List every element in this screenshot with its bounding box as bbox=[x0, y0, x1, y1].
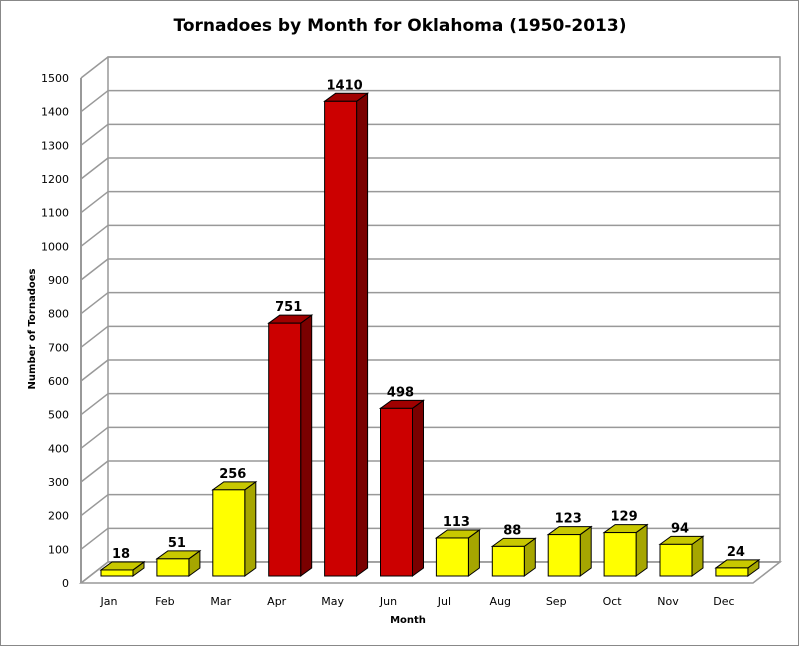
bar-jun: 498 bbox=[378, 385, 426, 577]
bar-jan: 18 bbox=[99, 547, 146, 577]
side-gridline bbox=[80, 393, 109, 416]
bar-front bbox=[156, 558, 190, 577]
x-tick-label: Aug bbox=[490, 595, 511, 608]
data-label: 123 bbox=[555, 512, 582, 527]
x-tick-label: Nov bbox=[657, 595, 679, 608]
bar-front bbox=[212, 489, 246, 577]
bar-front bbox=[324, 100, 358, 577]
y-tick-label: 300 bbox=[48, 476, 69, 489]
side-gridline bbox=[80, 527, 109, 550]
x-tick-label: Jan bbox=[100, 595, 118, 608]
side-gridline bbox=[80, 292, 109, 315]
side-gridline bbox=[80, 123, 109, 146]
bar-side bbox=[635, 523, 648, 577]
x-axis-label: Month bbox=[390, 615, 426, 626]
side-gridline bbox=[80, 561, 109, 584]
side-gridline bbox=[80, 325, 109, 348]
data-label: 51 bbox=[168, 536, 186, 551]
bar-front bbox=[603, 532, 637, 577]
y-tick-label: 600 bbox=[48, 375, 69, 388]
side-gridline bbox=[80, 224, 109, 247]
y-tick-label: 700 bbox=[48, 341, 69, 354]
bar-front bbox=[380, 407, 413, 577]
bar-front bbox=[715, 567, 749, 577]
y-tick-label: 100 bbox=[48, 543, 69, 556]
y-tick-label: 1000 bbox=[41, 240, 69, 253]
bar-aug: 88 bbox=[490, 523, 537, 577]
side-gridline bbox=[80, 494, 109, 517]
data-label: 498 bbox=[387, 385, 414, 400]
x-tick-label: May bbox=[321, 595, 344, 608]
side-gridline bbox=[80, 359, 109, 382]
bar-side bbox=[244, 480, 257, 577]
y-tick-label: 800 bbox=[48, 308, 69, 321]
x-tick-label: Jun bbox=[379, 595, 397, 608]
y-axis-label: Number of Tornadoes bbox=[27, 269, 38, 390]
x-tick-label: Mar bbox=[210, 595, 231, 608]
bar-jul: 113 bbox=[434, 515, 481, 577]
x-tick-label: Apr bbox=[267, 595, 287, 608]
data-label: 751 bbox=[275, 300, 302, 315]
y-tick-label: 500 bbox=[48, 409, 69, 422]
bar-nov: 94 bbox=[658, 521, 705, 577]
bar-oct: 129 bbox=[602, 510, 649, 577]
y-tick-label: 1200 bbox=[41, 173, 69, 186]
side-gridline bbox=[80, 258, 109, 281]
data-label: 129 bbox=[611, 510, 638, 525]
data-label: 18 bbox=[112, 547, 130, 562]
chart-title: Tornadoes by Month for Oklahoma (1950-20… bbox=[174, 16, 627, 36]
data-label: 1410 bbox=[327, 78, 363, 93]
y-tick-label: 1300 bbox=[41, 139, 69, 152]
y-tick-label: 0 bbox=[62, 577, 69, 590]
y-tick-label: 1500 bbox=[41, 72, 69, 85]
bar-front bbox=[547, 534, 581, 577]
bar-side bbox=[412, 399, 424, 577]
bar-side bbox=[356, 92, 369, 577]
bars: 18 Jan 51 Feb 256 Mar 751 Apr 1410 May 498 Jun 113 Ju… bbox=[99, 78, 761, 608]
bar-feb: 51 bbox=[155, 536, 202, 577]
y-tick-label: 900 bbox=[48, 274, 69, 287]
y-tick-label: 200 bbox=[48, 510, 69, 523]
side-gridline bbox=[80, 56, 109, 79]
x-tick-label: Dec bbox=[713, 595, 734, 608]
y-tick-label: 1400 bbox=[41, 106, 69, 119]
bar-front bbox=[491, 545, 525, 577]
side-gridline bbox=[80, 157, 109, 180]
bar-front bbox=[435, 537, 469, 577]
back-wall bbox=[107, 56, 781, 563]
x-tick-label: Sep bbox=[546, 595, 567, 608]
bar-mar: 256 bbox=[211, 467, 258, 577]
side-gridline bbox=[80, 460, 109, 483]
data-label: 256 bbox=[219, 467, 246, 482]
side-gridline bbox=[80, 90, 109, 113]
data-label: 24 bbox=[727, 545, 745, 560]
y-tick-label: 400 bbox=[48, 442, 69, 455]
data-label: 88 bbox=[503, 523, 521, 538]
y-tick-label: 1100 bbox=[41, 207, 69, 220]
bar-may: 1410 bbox=[323, 78, 370, 577]
side-gridline bbox=[80, 191, 109, 214]
x-tick-label: Jul bbox=[437, 595, 451, 608]
bar-sep: 123 bbox=[546, 512, 593, 577]
bar-front bbox=[100, 569, 134, 577]
bar-front bbox=[659, 543, 693, 577]
data-label: 94 bbox=[671, 521, 689, 536]
bar-apr: 751 bbox=[267, 300, 314, 577]
bar-dec: 24 bbox=[714, 545, 761, 577]
bar-side bbox=[300, 314, 313, 577]
bar-front bbox=[268, 322, 302, 577]
x-tick-label: Feb bbox=[155, 595, 174, 608]
x-tick-label: Oct bbox=[603, 595, 623, 608]
data-label: 113 bbox=[443, 515, 470, 530]
side-gridline bbox=[80, 426, 109, 449]
